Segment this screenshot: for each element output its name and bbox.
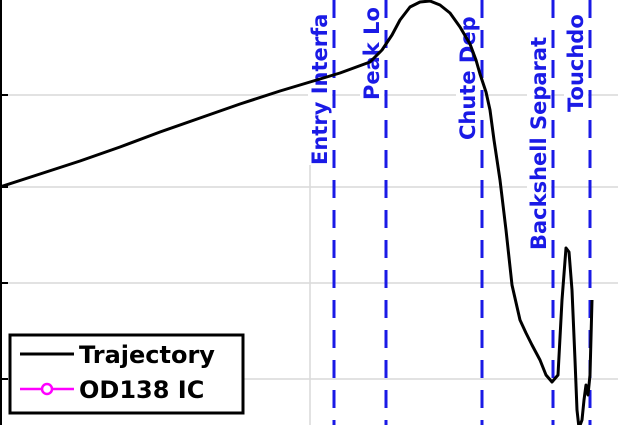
legend-label-od138: OD138 IC bbox=[79, 376, 204, 404]
event-label-4: Touchdo bbox=[564, 14, 588, 112]
legend-label-trajectory: Trajectory bbox=[79, 341, 215, 369]
event-label-bg-3 bbox=[527, 0, 551, 250]
event-label-0: Entry Interfa bbox=[308, 14, 332, 165]
legend-marker-od138 bbox=[40, 382, 54, 396]
event-label-3: Backshell Separat bbox=[527, 37, 551, 250]
event-label-bg-4 bbox=[564, 0, 588, 112]
event-label-bg-2 bbox=[456, 0, 480, 140]
trajectory-series bbox=[0, 0, 594, 425]
event-label-2: Chute Dep bbox=[456, 16, 480, 140]
legend-box bbox=[8, 333, 245, 415]
legend: Trajectory OD138 IC bbox=[8, 333, 245, 415]
event-markers: Entry Interfa Peak Lo Chute Dep Backshell S… bbox=[308, 0, 592, 425]
trajectory-line bbox=[0, 0, 594, 425]
